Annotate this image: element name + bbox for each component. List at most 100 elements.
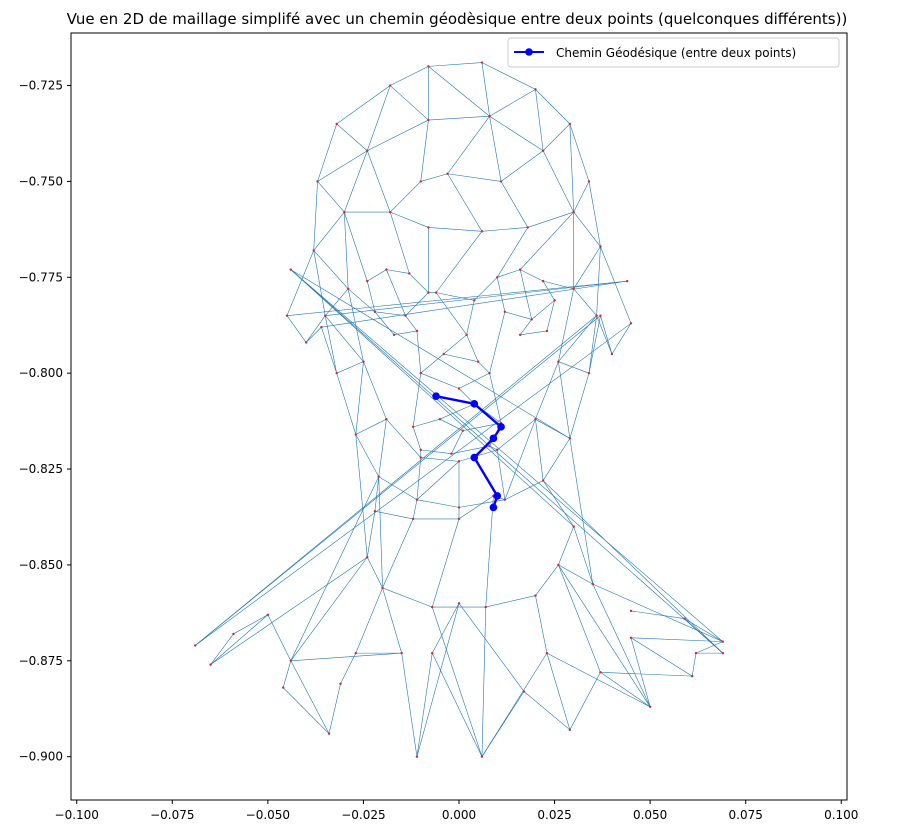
mesh-edge [366, 85, 391, 151]
mesh-vertex [343, 210, 346, 214]
mesh-vertex [289, 268, 293, 271]
mesh-edge [481, 62, 536, 90]
mesh-vertex [419, 180, 422, 183]
mesh-edge [282, 687, 330, 734]
mesh-vertex [599, 314, 602, 317]
y-tick-label: −0.800 [19, 366, 63, 380]
mesh-edge [489, 115, 544, 151]
mesh-edge [443, 353, 479, 362]
mesh-edge [695, 641, 723, 654]
mesh-edge [317, 150, 368, 182]
mesh-vertex [534, 417, 537, 421]
mesh-vertex [553, 299, 556, 302]
mesh-edge [366, 150, 391, 213]
mesh-edge [328, 683, 341, 734]
geodesic-path-point [497, 423, 505, 431]
mesh-edge [542, 280, 555, 301]
mesh-vertex [316, 180, 319, 183]
geodesic-path-point [489, 434, 498, 443]
mesh-vertex [346, 287, 350, 290]
mesh-edge [210, 614, 269, 665]
mesh-vertex [545, 329, 549, 333]
mesh-edge [317, 181, 345, 213]
mesh-vertex [194, 644, 197, 647]
mesh-edge [336, 361, 364, 374]
mesh-edge [401, 653, 418, 757]
mesh-vertex [427, 118, 430, 122]
mesh-edge [317, 123, 337, 182]
mesh-vertex [465, 333, 468, 337]
mesh-edge [573, 211, 601, 247]
mesh-edge [347, 288, 376, 313]
mesh-edge [542, 480, 574, 527]
mesh-vertex [457, 517, 461, 521]
mesh-vertex [496, 448, 499, 452]
mesh-vertex [366, 279, 369, 283]
mesh-edge [435, 231, 483, 293]
mesh-vertex [694, 651, 698, 655]
geodesic-path-point [432, 392, 440, 400]
mesh-edge [535, 564, 559, 596]
mesh-edge [416, 457, 422, 500]
mesh-edge [496, 277, 506, 312]
mesh-edge [520, 269, 544, 282]
mesh-edge [431, 607, 483, 757]
mesh-edge [290, 557, 368, 661]
mesh-vertex [461, 429, 465, 432]
mesh-edge [355, 361, 364, 435]
mesh-vertex [568, 122, 572, 126]
x-tick-label: −0.025 [341, 808, 385, 822]
mesh-edge [378, 476, 418, 500]
mesh-edge [336, 373, 357, 435]
mesh-vertex [415, 498, 419, 501]
mesh-vertex [721, 651, 724, 655]
mesh-edge [630, 637, 693, 677]
mesh-edge [313, 211, 345, 251]
mesh-vertex [281, 686, 285, 689]
mesh-edge [344, 211, 368, 282]
mesh-edge [290, 476, 379, 661]
mesh-edge [527, 211, 574, 228]
mesh-vertex [427, 65, 430, 68]
mesh-edge [458, 603, 525, 692]
mesh-edge [363, 361, 387, 420]
mesh-edge [542, 150, 574, 213]
mesh-edge [389, 85, 429, 121]
mesh-edge [435, 292, 467, 335]
mesh-vertex [572, 210, 575, 214]
mesh-edge [600, 315, 613, 355]
mesh-edge [390, 66, 429, 86]
mesh-vertex [572, 525, 575, 528]
mesh-vertex [404, 314, 407, 317]
mesh-edge [447, 173, 502, 182]
mesh-edge [631, 637, 723, 642]
mesh-edge [489, 89, 536, 117]
x-tick-label: 0.000 [442, 808, 476, 822]
mesh-vertex [388, 210, 392, 214]
mesh-edge [436, 292, 475, 301]
mesh-edge [336, 85, 391, 125]
mesh-edge [195, 315, 601, 646]
mesh-edge [416, 603, 460, 757]
mesh-vertex [534, 594, 537, 597]
mesh-edge [321, 327, 337, 374]
mesh-edge [431, 652, 483, 757]
mesh-edge [558, 288, 574, 362]
mesh-vertex [568, 728, 572, 732]
mesh-vertex [438, 417, 442, 421]
mesh-vertex [411, 425, 415, 429]
legend-box [507, 37, 840, 68]
mesh-edge [519, 211, 574, 270]
mesh-vertex [526, 226, 530, 229]
mesh-vertex [366, 149, 369, 152]
mesh-edge [428, 62, 482, 67]
mesh-vertex [373, 510, 377, 513]
mesh-edge [366, 511, 376, 558]
mesh-edge [290, 269, 571, 439]
mesh-vertex [320, 325, 323, 329]
y-tick-label: −0.850 [19, 558, 63, 572]
mesh-edge [573, 181, 590, 213]
mesh-edge [428, 66, 490, 117]
mesh-vertex [373, 310, 377, 314]
